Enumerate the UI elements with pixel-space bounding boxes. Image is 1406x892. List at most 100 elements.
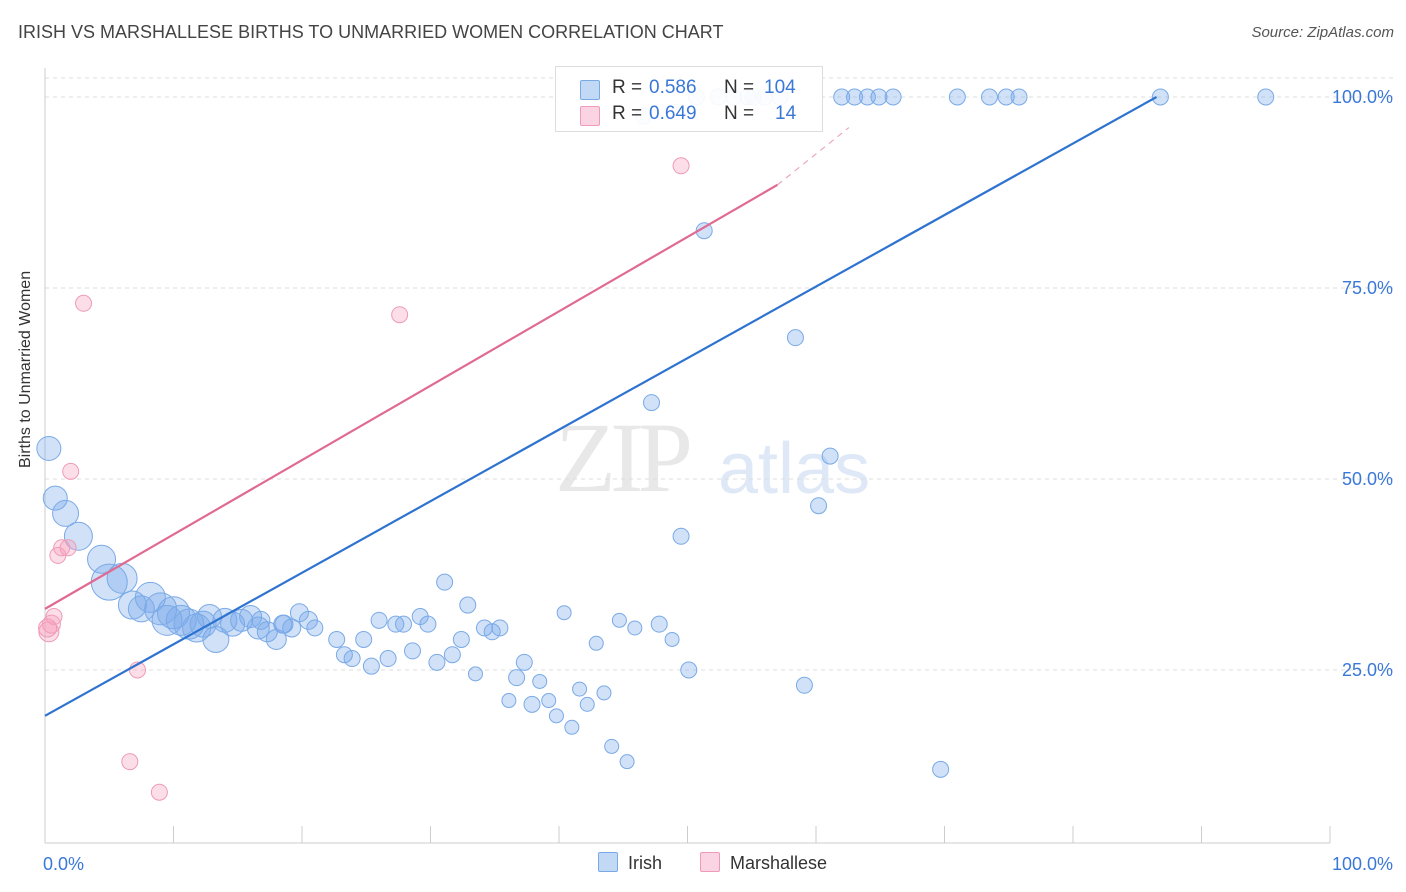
- irish-point: [846, 88, 864, 106]
- y-axis-label: Births to Unmarried Women: [17, 270, 34, 468]
- irish-point: [36, 435, 62, 461]
- irish-point: [467, 666, 483, 682]
- irish-point: [997, 88, 1015, 106]
- irish-point: [515, 653, 533, 671]
- y-tick-label: 75.0%: [1342, 278, 1393, 298]
- marshallese-n-value: 14: [775, 103, 797, 124]
- irish-point: [532, 673, 548, 689]
- irish-point: [355, 630, 373, 648]
- x-tick-label-min: 0.0%: [43, 854, 84, 874]
- irish-point: [611, 612, 627, 628]
- y-tick-label: 50.0%: [1342, 469, 1393, 489]
- irish-point: [475, 619, 493, 637]
- irish-n-value: 104: [764, 77, 796, 98]
- marshallese-r-label: R =: [612, 103, 643, 124]
- legend-marshallese-swatch: [700, 852, 720, 872]
- marshallese-point: [45, 608, 63, 626]
- irish-point: [117, 590, 147, 620]
- irish-point: [251, 610, 271, 630]
- irish-point: [491, 619, 509, 637]
- irish-point: [443, 646, 461, 664]
- irish-point: [63, 521, 93, 551]
- irish-point: [273, 614, 293, 634]
- irish-point: [436, 573, 454, 591]
- legend-irish-label: Irish: [628, 853, 663, 873]
- irish-point: [833, 88, 851, 106]
- marshallese-swatch: [580, 106, 600, 126]
- irish-point: [680, 661, 698, 679]
- correlation-stats-box: R = 0.586 N = 104 R = 0.649 N = 14: [555, 66, 823, 132]
- irish-point: [306, 619, 324, 637]
- marshallese-point: [672, 157, 690, 175]
- marshallese-stat-row: R = 0.649 N = 14: [556, 101, 822, 129]
- irish-point: [1257, 88, 1275, 106]
- marshallese-point: [391, 306, 409, 324]
- irish-point: [395, 615, 413, 633]
- irish-point: [202, 625, 230, 653]
- irish-point: [362, 657, 380, 675]
- irish-point: [932, 760, 950, 778]
- legend-irish-swatch: [598, 852, 618, 872]
- y-tick-label: 25.0%: [1342, 660, 1393, 680]
- irish-point: [556, 605, 572, 621]
- irish-point: [821, 447, 839, 465]
- irish-point: [870, 88, 888, 106]
- irish-point: [483, 623, 501, 641]
- irish-stat-row: R = 0.586 N = 104: [556, 75, 822, 103]
- irish-point: [672, 527, 690, 545]
- irish-point: [1151, 88, 1169, 106]
- marshallese-r-value: 0.649: [649, 103, 697, 124]
- irish-point: [579, 696, 595, 712]
- irish-swatch: [580, 80, 600, 100]
- irish-r-label: R =: [612, 77, 643, 98]
- legend-item-marshallese[interactable]: Marshallese: [700, 852, 827, 874]
- irish-point: [52, 499, 80, 527]
- x-tick-label-max: 100.0%: [1332, 854, 1393, 874]
- marshallese-point: [121, 753, 139, 771]
- irish-point: [619, 754, 635, 770]
- irish-point: [239, 605, 263, 629]
- irish-point: [523, 695, 541, 713]
- marshallese-point: [38, 621, 60, 643]
- irish-point: [87, 544, 117, 574]
- irish-point: [1010, 88, 1028, 106]
- irish-point: [370, 611, 388, 629]
- marshallese-point: [53, 539, 71, 557]
- irish-point: [541, 693, 557, 709]
- irish-point: [948, 88, 966, 106]
- irish-point: [212, 607, 238, 633]
- irish-point: [404, 642, 422, 660]
- irish-point: [548, 708, 564, 724]
- irish-point: [664, 631, 680, 647]
- irish-point: [157, 596, 190, 630]
- marshallese-point: [75, 294, 93, 312]
- irish-point: [165, 604, 197, 636]
- marshallese-n-label: N =: [724, 103, 755, 124]
- irish-point: [858, 88, 876, 106]
- irish-trend-line: [44, 96, 1158, 717]
- irish-point: [328, 630, 346, 648]
- irish-point: [459, 596, 477, 614]
- irish-point: [106, 562, 138, 594]
- irish-point: [564, 719, 580, 735]
- marshallese-point: [62, 462, 80, 480]
- irish-point: [335, 646, 353, 664]
- marshallese-point: [38, 618, 58, 638]
- irish-point: [452, 630, 470, 648]
- irish-point: [980, 88, 998, 106]
- irish-point: [786, 329, 804, 347]
- irish-point: [795, 676, 813, 694]
- irish-point: [508, 669, 526, 687]
- legend-marshallese-label: Marshallese: [730, 853, 828, 873]
- source-label: Source: ZipAtlas.com: [1251, 24, 1394, 41]
- irish-point: [643, 394, 661, 412]
- marshallese-point: [150, 783, 168, 801]
- irish-point: [419, 615, 437, 633]
- legend-item-irish[interactable]: Irish: [598, 852, 662, 874]
- marshallese-trend-line: [44, 183, 779, 610]
- watermark-atlas: atlas: [718, 429, 871, 509]
- marshallese-point: [59, 539, 77, 557]
- irish-r-value: 0.586: [649, 77, 697, 98]
- irish-point: [501, 693, 517, 709]
